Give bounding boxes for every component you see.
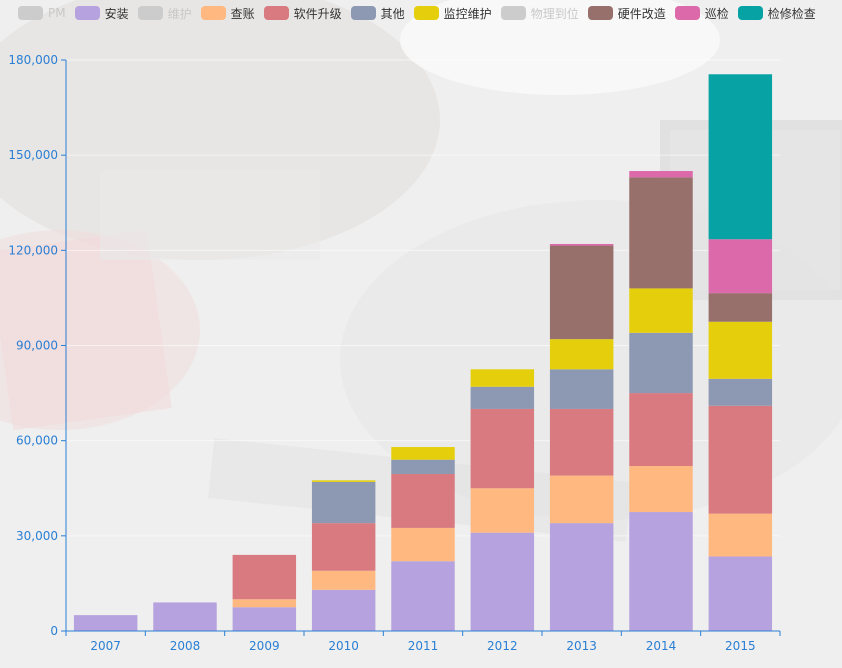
legend-item[interactable]: 软件升级	[263, 5, 342, 22]
legend-label: 查账	[230, 6, 255, 21]
y-tick-label: 120,000	[8, 243, 58, 257]
bar-segment[interactable]	[232, 554, 297, 600]
bar-segment[interactable]	[153, 602, 217, 631]
bar-series	[73, 74, 773, 631]
legend-label: 维护	[167, 6, 192, 21]
bar-segment[interactable]	[391, 447, 455, 460]
y-tick-label: 90,000	[16, 339, 58, 353]
bar-segment[interactable]	[629, 393, 693, 467]
legend-label: 巡检	[704, 6, 729, 21]
legend-swatch	[200, 6, 226, 20]
bar-segment[interactable]	[311, 480, 376, 482]
legend-label: 检修检查	[767, 6, 816, 21]
legend-label: 监控维护	[443, 6, 492, 21]
bar-segment[interactable]	[232, 607, 297, 631]
bar-segment[interactable]	[232, 599, 297, 608]
bar-segment[interactable]	[629, 288, 693, 333]
legend-item[interactable]: 硬件改造	[587, 5, 666, 22]
legend-label: 物理到位	[530, 6, 579, 21]
bar-segment[interactable]	[629, 512, 693, 631]
bar-segment[interactable]	[549, 245, 614, 340]
tick-labels: 0 30,000 60,000 90,000 120,000 150,000 180,000…	[8, 53, 755, 653]
legend-swatch	[137, 6, 163, 20]
y-tick-label: 60,000	[16, 434, 58, 448]
y-tick-label: 30,000	[16, 529, 58, 543]
bar-segment[interactable]	[708, 321, 773, 379]
bar-segment[interactable]	[708, 556, 773, 631]
bar-segment[interactable]	[629, 466, 693, 513]
x-tick-label: 2009	[249, 639, 280, 653]
x-tick-label: 2013	[566, 639, 597, 653]
y-tick-label: 0	[50, 624, 58, 638]
legend-item[interactable]: 监控维护	[413, 5, 492, 22]
x-tick-label: 2008	[170, 639, 201, 653]
legend-swatch	[587, 6, 613, 20]
bar-segment[interactable]	[549, 369, 614, 409]
legend-label: 安装	[104, 6, 129, 21]
legend-label: 硬件改造	[617, 6, 666, 21]
legend-item[interactable]: 维护	[137, 5, 192, 22]
chart-legend: PM 安装 维护 查账 软件升级 其他 监控维护 物理到位 硬件改造 巡检 检修检查	[18, 3, 816, 23]
bar-segment[interactable]	[549, 523, 614, 631]
y-tick-label: 150,000	[8, 148, 58, 162]
bar-segment[interactable]	[470, 488, 535, 533]
legend-label: PM	[48, 6, 66, 20]
bar-segment[interactable]	[708, 74, 773, 240]
legend-swatch	[18, 6, 43, 20]
bar-segment[interactable]	[629, 171, 693, 178]
x-tick-label: 2010	[328, 639, 359, 653]
bar-segment[interactable]	[549, 243, 614, 246]
x-tick-label: 2014	[646, 639, 677, 653]
legend-swatch	[674, 6, 700, 20]
bar-segment[interactable]	[73, 615, 138, 631]
bar-segment[interactable]	[391, 459, 455, 474]
bar-segment[interactable]	[549, 475, 614, 524]
bar-segment[interactable]	[708, 513, 773, 557]
legend-item[interactable]: PM	[18, 6, 66, 20]
bar-segment[interactable]	[708, 378, 773, 406]
bar-segment[interactable]	[311, 589, 376, 631]
bar-segment[interactable]	[470, 386, 535, 409]
bar-segment[interactable]	[708, 293, 773, 322]
bar-segment[interactable]	[470, 408, 535, 489]
legend-label: 软件升级	[293, 6, 342, 21]
legend-item[interactable]: 检修检查	[737, 5, 816, 22]
bar-segment[interactable]	[391, 473, 455, 528]
bar-segment[interactable]	[470, 532, 535, 631]
bar-segment[interactable]	[391, 561, 455, 631]
bar-segment[interactable]	[629, 177, 693, 289]
bar-segment[interactable]	[311, 481, 376, 524]
bar-segment[interactable]	[311, 523, 376, 571]
legend-swatch	[413, 6, 439, 20]
x-tick-label: 2011	[408, 639, 439, 653]
bar-segment[interactable]	[708, 405, 773, 514]
legend-swatch	[350, 6, 376, 20]
legend-swatch	[737, 6, 763, 20]
bar-segment[interactable]	[549, 408, 614, 476]
bar-segment[interactable]	[391, 527, 455, 562]
x-tick-label: 2007	[90, 639, 121, 653]
bar-segment[interactable]	[708, 239, 773, 294]
legend-swatch	[500, 6, 526, 20]
bar-segment[interactable]	[629, 332, 693, 394]
bar-segment[interactable]	[470, 369, 535, 387]
chart-axes	[61, 59, 781, 636]
legend-item[interactable]: 其他	[350, 5, 405, 22]
legend-item[interactable]: 安装	[74, 5, 129, 22]
legend-item[interactable]: 物理到位	[500, 5, 579, 22]
legend-swatch	[263, 6, 289, 20]
bar-segment[interactable]	[311, 570, 376, 590]
legend-item[interactable]: 查账	[200, 5, 255, 22]
legend-swatch	[74, 6, 100, 20]
x-tick-label: 2012	[487, 639, 518, 653]
legend-item[interactable]: 巡检	[674, 5, 729, 22]
x-tick-label: 2015	[725, 639, 756, 653]
y-tick-label: 180,000	[8, 53, 58, 67]
legend-label: 其他	[380, 6, 405, 21]
bar-segment[interactable]	[549, 339, 614, 370]
